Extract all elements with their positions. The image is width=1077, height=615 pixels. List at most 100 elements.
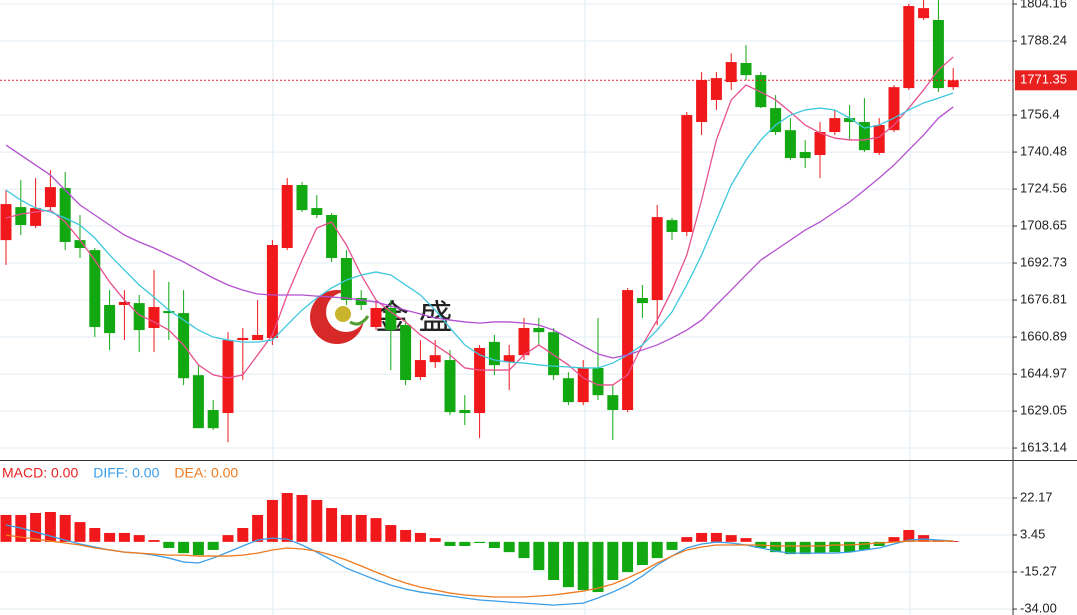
macd-bar (770, 541, 782, 553)
candle-body (607, 395, 619, 411)
series-line (5, 524, 954, 606)
macd-bar (474, 541, 486, 544)
macd-bar (89, 528, 101, 542)
macd-bar (192, 541, 204, 556)
y-tick-label: 1756.4 (1020, 106, 1060, 121)
candle-body (104, 304, 116, 334)
candle-body (548, 332, 560, 376)
macd-bar (104, 532, 116, 542)
macd-bar (340, 514, 352, 542)
candle-body (400, 324, 412, 381)
candle-body (932, 19, 944, 89)
candle-body (518, 327, 530, 356)
macd-bar (459, 541, 471, 547)
candle-body (89, 250, 101, 328)
candle-body (740, 62, 752, 76)
y-tick-label: 1629.05 (1020, 403, 1067, 418)
macd-bar (681, 537, 693, 542)
macd-bar (784, 541, 796, 555)
macd-bar (326, 508, 338, 542)
macd-bar (118, 532, 130, 542)
candle-body (0, 204, 12, 241)
series-line (5, 92, 954, 369)
legend-label: DIFF: 0.00 (93, 465, 159, 481)
macd-bar (59, 514, 71, 542)
macd-bar (858, 541, 870, 550)
macd-bar (163, 541, 175, 548)
macd-bar (636, 541, 648, 565)
candle-body (222, 340, 234, 414)
macd-bar (222, 535, 234, 542)
candle-body (592, 367, 604, 396)
candle-body (444, 360, 456, 413)
macd-bar (844, 541, 856, 553)
y-tick-label: 1724.56 (1020, 181, 1067, 196)
last-price-label: 1771.35 (1020, 72, 1067, 87)
macd-bar (592, 541, 604, 593)
y-tick-label: -15.27 (1020, 563, 1057, 578)
candle-body (562, 378, 574, 403)
macd-bar (799, 541, 811, 555)
macd-bar (237, 528, 249, 542)
candle-body (133, 303, 145, 331)
y-tick-label: 1644.97 (1020, 366, 1067, 381)
candle-body (873, 125, 885, 153)
macd-bar (74, 522, 86, 542)
candle-body (326, 215, 338, 259)
macd-bar (148, 540, 160, 542)
macd-bar (814, 541, 826, 554)
candle-body (15, 207, 27, 226)
macd-bar (400, 529, 412, 542)
candle-body (414, 360, 426, 378)
candle-body (947, 80, 959, 88)
macd-bar (533, 541, 545, 571)
macd-bar (0, 514, 12, 542)
macd-bar (30, 512, 42, 542)
macd-bar (281, 493, 293, 542)
candle-body (370, 307, 382, 328)
series-line (5, 106, 954, 359)
candle-body (266, 244, 278, 338)
logo-dot (335, 306, 351, 322)
candle-body (784, 130, 796, 159)
macd-bar (548, 541, 560, 581)
macd-bar (725, 535, 737, 542)
candle-body (385, 307, 397, 331)
candle-body (44, 187, 56, 208)
macd-bar (444, 541, 456, 547)
candle-body (237, 337, 249, 341)
candle-body (30, 208, 42, 226)
candle-body (503, 355, 515, 363)
y-tick-label: 3.45 (1020, 526, 1045, 541)
macd-bar (266, 499, 278, 542)
candle-body (725, 62, 737, 83)
macd-bar (666, 541, 678, 550)
candle-body (636, 297, 648, 304)
candle-body (59, 188, 71, 242)
candle-body (903, 6, 915, 89)
candle-body (163, 311, 175, 314)
macd-bar (696, 532, 708, 542)
candle-body (296, 185, 308, 211)
macd-bar (311, 499, 323, 542)
candle-body (918, 8, 930, 19)
y-tick-label: 1676.81 (1020, 291, 1067, 306)
y-tick-label: -34.00 (1020, 601, 1057, 615)
logo-leaf (349, 315, 370, 326)
candle-body (651, 217, 663, 301)
candle-body (814, 132, 826, 156)
macd-bar (503, 541, 515, 553)
macd-bar (414, 532, 426, 542)
legend-label: DEA: 0.00 (174, 465, 238, 481)
macd-bar (651, 541, 663, 559)
series-line (5, 534, 954, 598)
y-tick-label: 1708.65 (1020, 217, 1067, 232)
candle-body (681, 115, 693, 232)
candle-body (770, 108, 782, 133)
candle-body (666, 220, 678, 232)
macd-bar (903, 529, 915, 542)
y-tick-label: 1804.16 (1020, 0, 1067, 10)
macd-bar (370, 518, 382, 542)
macd-bar (133, 535, 145, 542)
